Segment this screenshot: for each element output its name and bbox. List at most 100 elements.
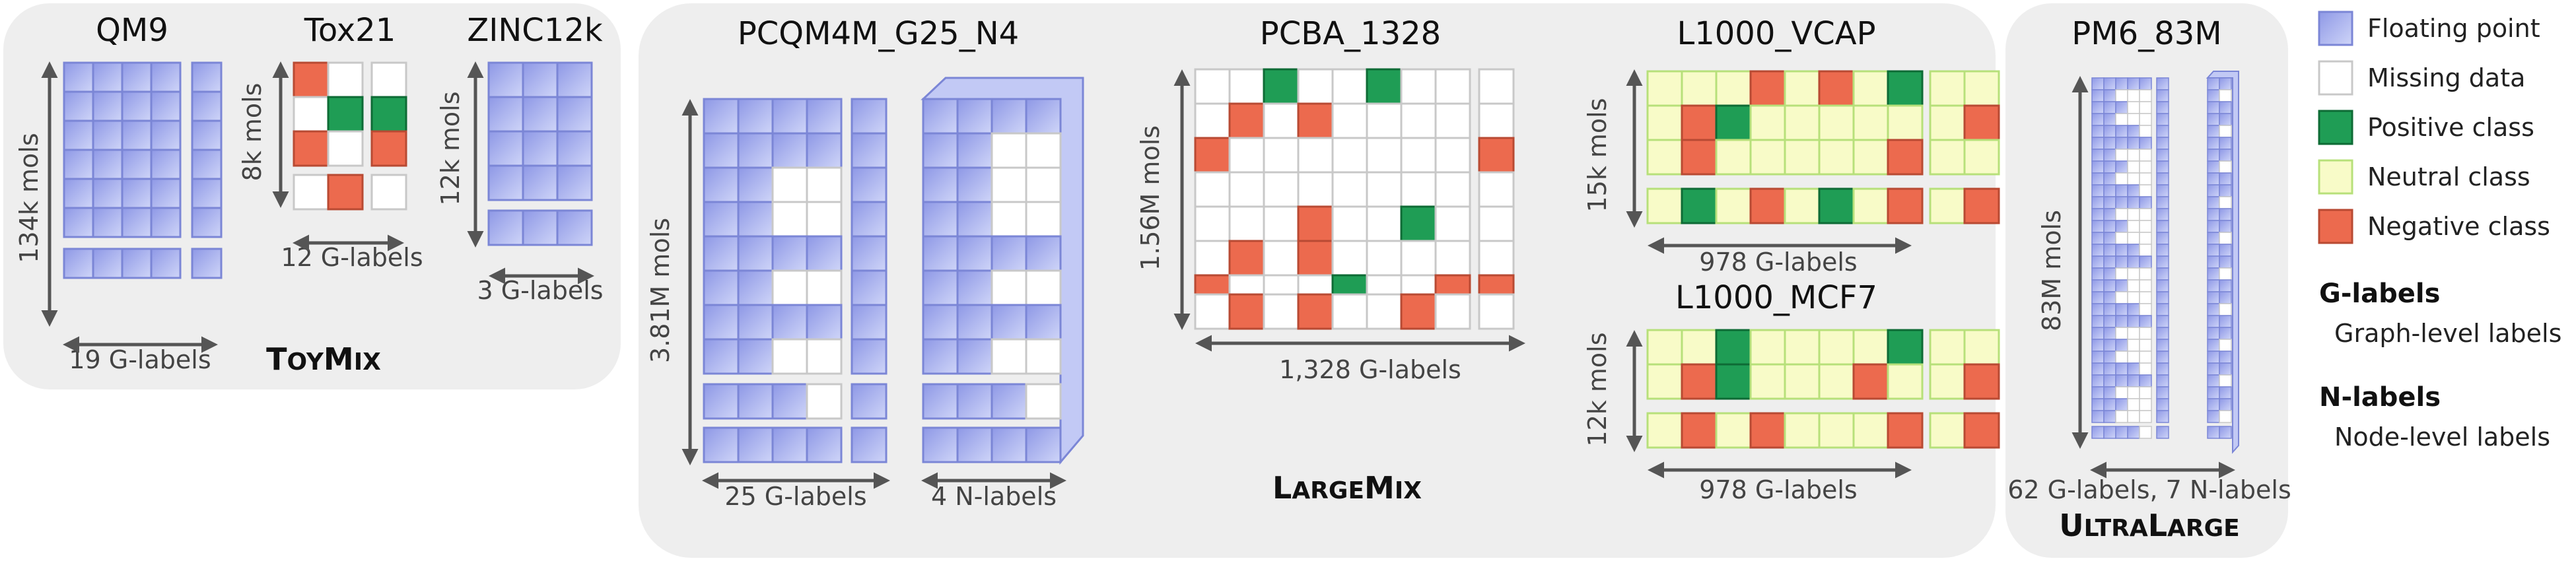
missing-cell — [1331, 293, 1368, 330]
missing-cell — [1366, 102, 1403, 139]
missing-cell — [2127, 172, 2140, 185]
float-cell — [956, 269, 993, 306]
missing-cell — [2139, 232, 2152, 245]
missing-cell — [1194, 68, 1231, 105]
float-cell — [2091, 220, 2105, 233]
float-cell — [2207, 172, 2220, 185]
float-cell — [851, 383, 888, 420]
neutral-cell — [1681, 329, 1718, 366]
pcba-rows-label: 1.56M mols — [1136, 125, 1165, 271]
float-cell — [2207, 426, 2220, 439]
float-cell — [922, 201, 959, 238]
missing-cell — [2127, 149, 2140, 162]
float-cell — [991, 235, 1027, 272]
float-cell — [1025, 426, 1062, 463]
float-cell — [2103, 184, 2116, 197]
float-cell — [2103, 386, 2116, 399]
missing-cell — [2219, 267, 2232, 281]
missing-cell — [2127, 327, 2140, 340]
float-cell — [2139, 374, 2152, 387]
neutral-cell — [1929, 412, 1966, 449]
negative-cell — [1887, 187, 1924, 224]
float-cell — [991, 426, 1027, 463]
float-cell — [2091, 160, 2105, 174]
float-cell — [2127, 244, 2140, 257]
missing-cell — [1228, 137, 1265, 174]
missing-cell — [1297, 137, 1334, 174]
missing-cell — [2127, 410, 2140, 423]
negative-cell — [1228, 102, 1265, 139]
float-cell — [2139, 196, 2152, 209]
float-cell — [2207, 315, 2220, 328]
float-cell — [2103, 77, 2116, 90]
float-cell — [2156, 374, 2169, 387]
float-cell — [703, 166, 740, 203]
float-cell — [2219, 101, 2232, 114]
float-cell — [2207, 113, 2220, 126]
float-cell — [2103, 279, 2116, 292]
float-cell — [2103, 89, 2116, 102]
neutral-cell — [1929, 70, 1966, 107]
float-cell — [922, 269, 959, 306]
missing-cell — [1194, 205, 1231, 242]
float-cell — [2156, 303, 2169, 316]
float-cell — [922, 383, 959, 420]
float-cell — [1025, 98, 1062, 135]
missing-cell — [806, 201, 843, 238]
float-cell — [2207, 125, 2220, 138]
missing-cell — [2115, 208, 2128, 221]
float-cell — [2127, 426, 2140, 439]
negative-cell — [1297, 205, 1334, 242]
float-cell — [771, 383, 808, 420]
missing-cell — [1400, 102, 1437, 139]
missing-cell — [370, 174, 407, 211]
float-cell — [2115, 184, 2128, 197]
float-cell — [2219, 351, 2232, 364]
neutral-cell — [1749, 104, 1786, 141]
missing-cell — [1263, 205, 1300, 242]
float-cell — [2115, 398, 2128, 411]
float-cell — [2103, 172, 2116, 185]
neutral-cell — [1715, 187, 1752, 224]
negative-cell — [1963, 412, 2000, 449]
missing-cell — [1434, 293, 1471, 330]
float-cell — [150, 178, 182, 209]
float-cell — [2207, 196, 2220, 209]
float-cell — [2207, 327, 2220, 340]
float-cell — [922, 304, 959, 341]
float-cell — [2156, 137, 2169, 150]
missing-cell — [1194, 293, 1231, 330]
negative-cell — [1194, 137, 1231, 174]
float-cell — [2207, 149, 2220, 162]
negative-cell — [1963, 363, 2000, 400]
float-cell — [63, 90, 94, 122]
missing-cell — [2139, 398, 2152, 411]
negative-cell — [1681, 363, 1718, 400]
float-cell — [806, 132, 843, 169]
legend-swatch-float — [2318, 11, 2353, 46]
missing-cell — [2139, 291, 2152, 304]
vcap-title: L1000_VCAP — [1677, 15, 1875, 52]
float-cell — [2156, 426, 2169, 439]
float-cell — [703, 235, 740, 272]
float-cell — [851, 166, 888, 203]
neutral-cell — [1963, 139, 2000, 176]
missing-cell — [1297, 171, 1334, 208]
float-cell — [2156, 279, 2169, 292]
float-cell — [2156, 244, 2169, 257]
dimension-arrows — [41, 61, 2235, 489]
float-cell — [2156, 89, 2169, 102]
float-cell — [487, 130, 524, 167]
missing-cell — [2219, 303, 2232, 316]
float-cell — [2103, 426, 2116, 439]
missing-cell — [2127, 220, 2140, 233]
missing-cell — [2139, 149, 2152, 162]
neutral-cell — [1887, 104, 1924, 141]
missing-cell — [1400, 171, 1437, 208]
mcf7-title: L1000_MCF7 — [1675, 279, 1877, 316]
neutral-cell — [1646, 412, 1683, 449]
negative-cell — [1228, 293, 1265, 330]
float-cell — [1025, 235, 1062, 272]
positive-cell — [1818, 187, 1855, 224]
